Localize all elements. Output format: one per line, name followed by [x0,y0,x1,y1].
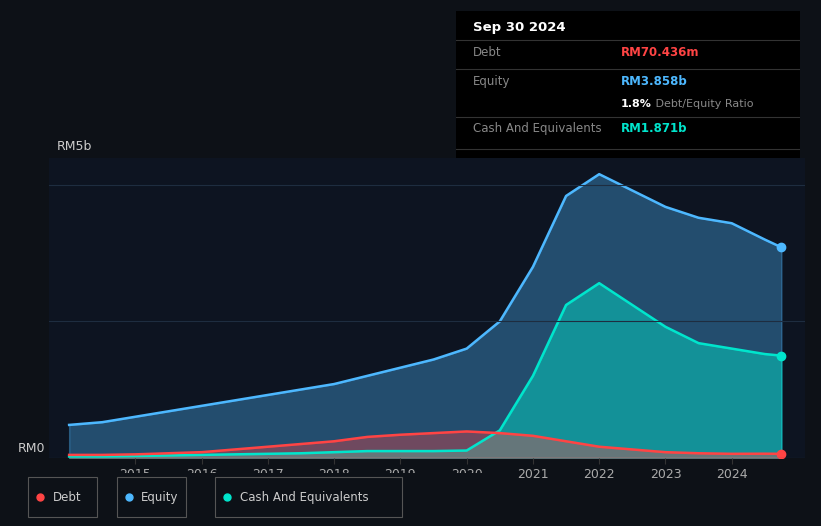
Text: RM70.436m: RM70.436m [621,46,699,59]
Text: Cash And Equivalents: Cash And Equivalents [473,123,602,136]
Text: RM1.871b: RM1.871b [621,123,688,136]
Text: Cash And Equivalents: Cash And Equivalents [240,491,369,503]
Text: Debt/Equity Ratio: Debt/Equity Ratio [652,99,754,109]
Text: Debt: Debt [53,491,81,503]
Text: RM0: RM0 [18,442,45,454]
Text: RM3.858b: RM3.858b [621,75,688,88]
Text: Debt: Debt [473,46,502,59]
Text: Equity: Equity [141,491,179,503]
Text: Equity: Equity [473,75,511,88]
Text: RM5b: RM5b [57,140,92,153]
Text: Sep 30 2024: Sep 30 2024 [473,21,566,34]
Text: 1.8%: 1.8% [621,99,652,109]
